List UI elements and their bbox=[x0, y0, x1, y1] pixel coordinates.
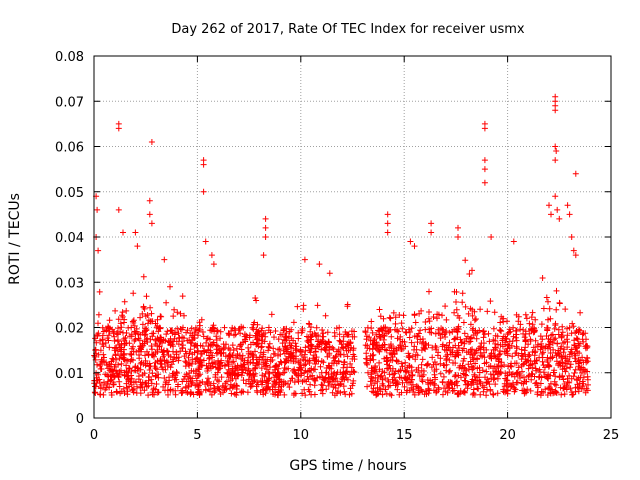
axis-ticks bbox=[93, 55, 612, 419]
x-axis-label: GPS time / hours bbox=[289, 458, 406, 474]
grid-lines bbox=[94, 56, 611, 418]
y-tick-label: 0.01 bbox=[55, 367, 84, 382]
y-tick-label: 0.04 bbox=[55, 231, 84, 246]
y-axis-label: ROTI / TECUs bbox=[7, 193, 23, 285]
x-tick-label: 15 bbox=[396, 428, 413, 443]
tick-labels: 0 5 10 15 20 25 0 0.01 0.02 0.03 0.04 0.05 0.06 0.07 0… bbox=[55, 50, 619, 443]
data-points bbox=[91, 93, 591, 399]
y-tick-label: 0.03 bbox=[55, 276, 84, 291]
y-tick-label: 0.08 bbox=[55, 50, 84, 65]
x-tick-label: 10 bbox=[293, 428, 310, 443]
x-tick-label: 20 bbox=[499, 428, 516, 443]
roti-series-markers bbox=[91, 93, 591, 399]
y-tick-label: 0 bbox=[76, 412, 84, 427]
x-tick-label: 25 bbox=[603, 428, 620, 443]
y-tick-label: 0.07 bbox=[55, 95, 84, 110]
x-tick-label: 0 bbox=[90, 428, 98, 443]
y-tick-label: 0.05 bbox=[55, 186, 84, 201]
chart-title: Day 262 of 2017, Rate Of TEC Index for r… bbox=[171, 22, 525, 37]
y-tick-label: 0.02 bbox=[55, 322, 84, 337]
y-tick-label: 0.06 bbox=[55, 141, 84, 156]
x-tick-label: 5 bbox=[193, 428, 201, 443]
